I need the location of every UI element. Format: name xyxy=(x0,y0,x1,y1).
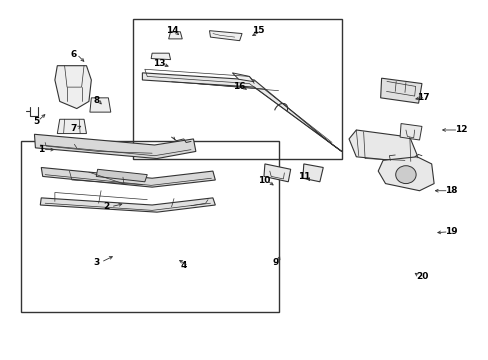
Text: 14: 14 xyxy=(166,26,179,35)
Polygon shape xyxy=(399,123,421,140)
Text: 20: 20 xyxy=(415,272,427,281)
Text: 11: 11 xyxy=(297,172,309,181)
Text: 7: 7 xyxy=(70,124,77,133)
Polygon shape xyxy=(96,169,147,182)
Text: 4: 4 xyxy=(180,261,186,270)
Text: 17: 17 xyxy=(416,93,429,102)
Polygon shape xyxy=(232,73,254,82)
Bar xyxy=(132,19,341,158)
Polygon shape xyxy=(41,167,215,187)
Text: 16: 16 xyxy=(233,82,245,91)
Polygon shape xyxy=(168,32,182,39)
Polygon shape xyxy=(209,31,242,41)
Text: 12: 12 xyxy=(454,126,466,135)
Text: 15: 15 xyxy=(251,26,264,35)
Text: 1: 1 xyxy=(38,145,44,154)
Text: 5: 5 xyxy=(33,117,40,126)
Text: 19: 19 xyxy=(444,227,456,236)
Polygon shape xyxy=(57,119,86,134)
Polygon shape xyxy=(264,164,290,182)
Polygon shape xyxy=(142,73,341,152)
Polygon shape xyxy=(90,98,111,112)
Bar xyxy=(21,141,278,312)
Text: 13: 13 xyxy=(153,59,165,68)
Polygon shape xyxy=(55,66,91,109)
Polygon shape xyxy=(151,53,170,60)
Ellipse shape xyxy=(395,166,415,184)
Polygon shape xyxy=(40,198,215,212)
Polygon shape xyxy=(302,164,323,182)
Text: 3: 3 xyxy=(93,258,99,267)
Polygon shape xyxy=(377,157,433,191)
Text: 18: 18 xyxy=(444,186,456,195)
Polygon shape xyxy=(348,130,416,162)
Text: 9: 9 xyxy=(272,258,279,267)
Polygon shape xyxy=(34,134,196,158)
Text: 2: 2 xyxy=(102,202,109,211)
Polygon shape xyxy=(380,78,421,103)
Text: 10: 10 xyxy=(257,176,269,185)
Text: 6: 6 xyxy=(70,50,76,59)
Text: 8: 8 xyxy=(93,96,100,105)
